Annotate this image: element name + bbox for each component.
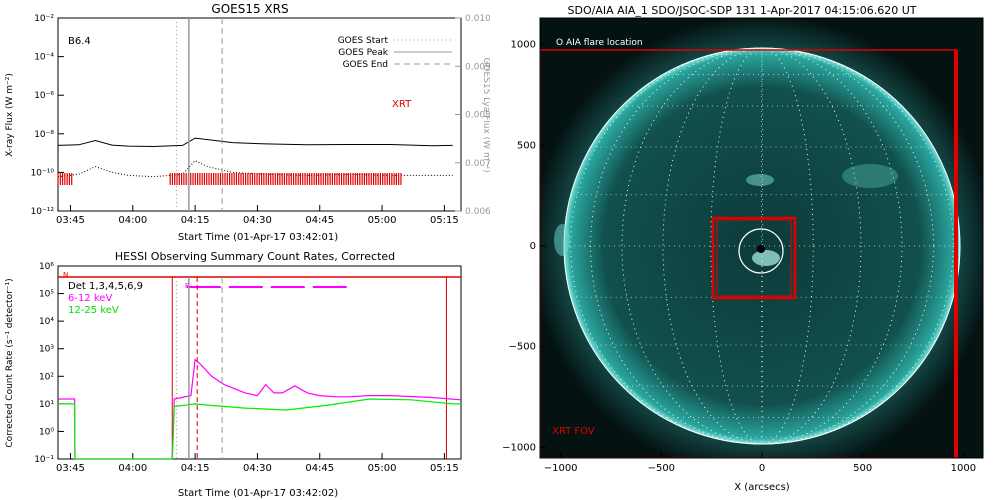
bright-region-e-limb bbox=[554, 224, 570, 256]
goes-y-axis-right: 0.006 0.007 0.008 0.009 0.010 bbox=[455, 14, 490, 217]
bright-region-ne bbox=[842, 164, 898, 188]
goes-xlabel: Start Time (01-Apr-17 03:42:01) bbox=[178, 232, 338, 243]
goes-legend: GOES Start GOES Peak GOES End bbox=[338, 36, 452, 70]
aia-xtick-label: 0 bbox=[759, 463, 765, 474]
sunspot-core bbox=[757, 245, 765, 253]
goes-series-long bbox=[57, 137, 453, 148]
hessi-legend-det: Det 1,3,4,5,6,9 bbox=[68, 281, 143, 292]
aia-ytick-label: 0 bbox=[530, 241, 536, 252]
goes-x-axis: 03:45 04:00 04:15 04:30 04:45 05:00 05:15 bbox=[56, 205, 459, 226]
hessi-xtick-label: 04:45 bbox=[305, 463, 334, 474]
longitude-line bbox=[710, 47, 814, 445]
goes-xrs-plot: GOES15 XRS B6.4 10⁻¹²10⁻¹⁰10⁻⁸10⁻⁶10⁻⁴10… bbox=[5, 2, 490, 243]
hessi-ytick-label: 10⁵ bbox=[39, 290, 54, 300]
longitude-line bbox=[621, 47, 903, 445]
goes-xrt-coverage bbox=[57, 173, 402, 185]
hessi-ytick-label: 10⁴ bbox=[39, 317, 54, 327]
goes-xtick-label: 04:15 bbox=[181, 215, 210, 226]
goes-legend-end: GOES End bbox=[343, 60, 388, 70]
aia-ytick-label: −1000 bbox=[502, 442, 536, 453]
aia-ytick-label: 1000 bbox=[511, 40, 536, 51]
goes-series bbox=[57, 137, 453, 178]
goes-ytick-left-label: 10⁻¹⁰ bbox=[31, 168, 55, 178]
hessi-x-axis: 03:45 04:00 04:15 04:30 04:45 05:00 05:15 bbox=[56, 453, 459, 474]
goes-ytick-right-label: 0.010 bbox=[465, 14, 490, 24]
hessi-xtick-label: 05:15 bbox=[430, 463, 459, 474]
goes-xtick-label: 04:30 bbox=[243, 215, 272, 226]
goes-xtick-label: 05:15 bbox=[430, 215, 459, 226]
goes-ytick-right-label: 0.009 bbox=[465, 62, 490, 72]
hessi-event-markers bbox=[175, 277, 223, 459]
xrt-zoom-box bbox=[711, 216, 797, 300]
hessi-xtick-label: 04:30 bbox=[243, 463, 272, 474]
goes-y-axis-left: 10⁻¹² 10⁻¹⁰ 10⁻⁸ 10⁻⁶ 10⁻⁴ 10⁻² bbox=[31, 14, 64, 217]
aia-y-axis: 1000 500 0 −500 −1000 bbox=[502, 40, 546, 453]
goes-xtick-label: 04:00 bbox=[118, 215, 147, 226]
aia-xtick-label: −500 bbox=[648, 463, 675, 474]
hessi-legend-low: 6-12 keV bbox=[68, 293, 112, 304]
aia-x-axis: −1000 −500 0 500 1000 bbox=[544, 452, 976, 474]
goes-xtick-label: 04:45 bbox=[305, 215, 334, 226]
hessi-ytick-label: 10⁶ bbox=[39, 262, 54, 272]
hessi-legend-high: 12-25 keV bbox=[68, 305, 119, 316]
goes-ytick-left-label: 10⁻¹² bbox=[31, 207, 55, 217]
goes-ytick-left-label: 10⁻⁴ bbox=[34, 53, 54, 63]
bright-region-n bbox=[746, 174, 774, 186]
hessi-series-12-25 keV bbox=[58, 398, 461, 460]
hessi-ytick-label: 10³ bbox=[39, 345, 54, 355]
goes-ytick-right-label: 0.008 bbox=[465, 111, 490, 121]
longitude-line bbox=[662, 47, 862, 445]
goes-ytick-right-label: 0.006 bbox=[465, 207, 490, 217]
goes-legend-start: GOES Start bbox=[338, 36, 389, 46]
hessi-flag-lines bbox=[58, 276, 461, 459]
active-region-glow bbox=[752, 250, 780, 266]
aia-fov-label: XRT FOV bbox=[552, 426, 595, 437]
hessi-y-axis: 10⁻¹ 10⁰ 10¹ 10² 10³ 10⁴ 10⁵ 10⁶ bbox=[34, 262, 64, 465]
goes-event-markers bbox=[175, 18, 223, 211]
aia-xtick-label: 500 bbox=[853, 463, 872, 474]
aia-flare-label: O AIA flare location bbox=[556, 38, 643, 48]
hessi-xtick-label: 05:00 bbox=[368, 463, 397, 474]
hessi-xtick-label: 04:00 bbox=[118, 463, 147, 474]
hessi-ylabel: Corrected Count Rate (s⁻¹ detector⁻¹) bbox=[5, 278, 15, 447]
aia-ytick-label: 500 bbox=[517, 140, 536, 151]
goes-xtick-label: 03:45 bbox=[56, 215, 85, 226]
aia-xlabel: X (arcsecs) bbox=[734, 482, 790, 493]
flare-location-circle bbox=[738, 228, 784, 274]
goes-ytick-right-label: 0.007 bbox=[465, 159, 490, 169]
hessi-title: HESSI Observing Summary Count Rates, Cor… bbox=[115, 250, 395, 263]
hessi-plot-frame bbox=[57, 265, 462, 460]
goes-series-short bbox=[57, 160, 453, 178]
hessi-xtick-label: 04:15 bbox=[181, 463, 210, 474]
hessi-ytick-label: 10¹ bbox=[39, 400, 54, 410]
goes-ytick-left-label: 10⁻² bbox=[34, 14, 54, 24]
hessi-xlabel: Start Time (01-Apr-17 03:42:02) bbox=[178, 488, 338, 499]
hessi-series bbox=[58, 358, 462, 460]
goes-ytick-left-label: 10⁻⁸ bbox=[34, 130, 54, 140]
aia-xtick-label: 1000 bbox=[951, 463, 976, 474]
goes-xtick-label: 05:00 bbox=[368, 215, 397, 226]
goes-ylabel-left: X-ray Flux (W m⁻²) bbox=[5, 73, 15, 157]
goes-title: GOES15 XRS bbox=[211, 2, 288, 16]
hessi-ytick-label: 10⁰ bbox=[39, 427, 54, 437]
aia-ytick-label: −500 bbox=[509, 342, 536, 353]
goes-class-label: B6.4 bbox=[68, 36, 91, 47]
goes-legend-peak: GOES Peak bbox=[338, 48, 388, 58]
goes-xrt-label: XRT bbox=[392, 99, 412, 110]
hessi-xtick-label: 03:45 bbox=[56, 463, 85, 474]
goes-ylabel-right: GOES15 Lya Flux (W m⁻²) bbox=[481, 57, 490, 172]
hessi-flag-f: F bbox=[185, 282, 189, 290]
hessi-ytick-label: 10⁻¹ bbox=[34, 455, 54, 465]
hessi-flag-n: N bbox=[63, 271, 68, 279]
aia-xtick-label: −1000 bbox=[544, 463, 578, 474]
hessi-ytick-label: 10² bbox=[39, 372, 54, 382]
xrt-zoom-box-inner bbox=[716, 219, 792, 297]
goes-ytick-left-label: 10⁻⁶ bbox=[34, 91, 54, 101]
aia-image-panel: SDO/AIA AIA_1 SDO/JSOC-SDP 131 1-Apr-201… bbox=[502, 4, 984, 493]
hessi-count-rate-plot: HESSI Observing Summary Count Rates, Cor… bbox=[5, 250, 462, 499]
aia-title: SDO/AIA AIA_1 SDO/JSOC-SDP 131 1-Apr-201… bbox=[568, 4, 917, 17]
